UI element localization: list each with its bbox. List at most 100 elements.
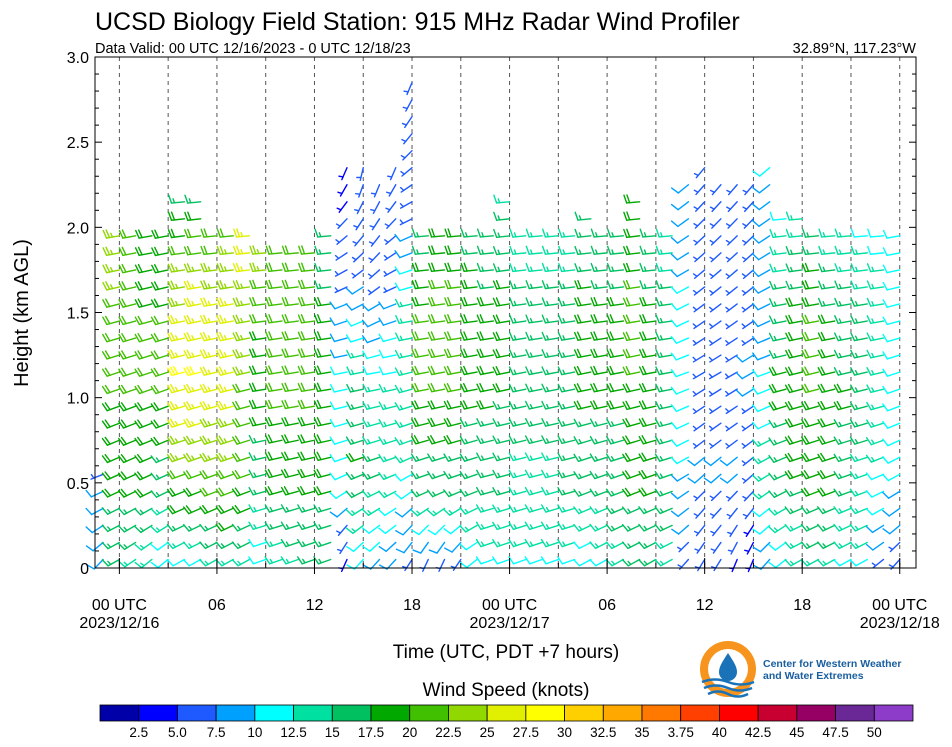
barb-feather [495,279,501,290]
barb-feather [508,400,514,410]
barb-half-feather [757,475,762,481]
wind-barb [361,471,381,480]
barb-half-feather [448,509,453,515]
wind-barb [741,269,755,280]
wind-barb [460,382,478,393]
barb-staff [610,473,625,480]
x-tick-label: 06 [208,597,226,614]
barb-half-feather [256,266,260,272]
barb-feather [865,525,874,534]
barb-staff [772,218,787,221]
wind-barb [183,452,202,463]
wind-barb [400,167,413,177]
wind-barb [150,541,169,551]
barb-staff [414,371,429,376]
barb-feather [117,542,126,551]
barb-staff [545,507,560,513]
barb-half-feather [742,239,747,244]
barb-feather [316,486,322,495]
wind-barb [541,262,560,273]
barb-staff [370,558,381,570]
barb-feather [476,435,482,444]
barb-feather [492,366,498,376]
wind-barb [606,296,625,307]
barb-half-feather [367,510,372,515]
wind-barb [785,263,803,273]
wind-barb [492,331,511,342]
barb-half-feather [838,352,842,358]
barb-feather [443,528,452,535]
barb-half-feather [854,473,859,479]
wind-barb [834,245,852,255]
barb-feather [524,435,531,444]
barb-feather [492,556,499,565]
wind-barb [215,400,234,411]
wind-barb [639,245,657,255]
wind-barb [741,456,755,467]
barb-feather [251,331,257,341]
barb-feather [430,314,436,324]
wind-barb [605,453,625,462]
wind-barb [345,507,364,517]
barb-feather [866,384,872,394]
wind-barb [719,473,738,484]
barb-feather [120,402,127,411]
barb-feather [801,263,807,273]
wind-barb [882,281,901,291]
colorbar-swatch [254,704,294,722]
barb-half-feather [318,541,322,547]
wind-barb [183,365,202,377]
barb-feather [670,386,678,395]
barb-feather [508,383,514,393]
barb-feather [394,455,401,464]
barb-feather [361,319,369,328]
barb-half-feather [529,489,534,495]
barb-feather [459,506,467,515]
wind-barb [670,319,690,328]
barb-staff [122,354,137,360]
barb-half-feather [594,438,599,444]
barb-half-feather [724,373,730,378]
barb-half-feather [253,472,257,478]
barb-feather [459,543,467,551]
barb-feather [492,280,498,290]
barb-feather [850,384,856,394]
barb-feather [541,383,547,393]
barb-staff [869,235,885,238]
barb-feather [558,245,563,255]
wind-barb [443,348,462,358]
barb-feather [184,194,189,204]
barb-half-feather [709,306,714,311]
barb-feather [833,523,840,532]
barb-half-feather [174,352,179,358]
barb-staff [772,422,787,429]
wind-barb [752,490,771,500]
barb-staff [727,218,738,229]
barb-feather [134,281,140,291]
barb-staff [350,337,364,343]
barb-feather [137,315,143,325]
barb-staff [528,286,543,290]
wind-barb [395,315,413,324]
barb-staff [300,269,316,272]
barb-feather [593,296,598,306]
barb-feather [134,403,141,412]
barb-feather [202,487,209,496]
barb-half-feather [562,352,566,358]
barb-half-feather [399,186,405,192]
barb-staff [821,303,836,307]
barb-staff [626,269,641,273]
barb-staff [642,422,657,428]
barb-half-feather [854,421,859,427]
barb-feather [541,349,547,358]
barb-half-feather [465,249,468,255]
barb-staff [788,371,803,376]
barb-feather [378,453,385,463]
wind-barb [508,366,527,376]
wind-barb [638,365,657,376]
barb-feather [800,506,808,515]
barb-half-feather [741,256,747,261]
wind-barb [709,507,722,519]
barb-half-feather [191,266,195,272]
barb-feather [479,365,485,375]
